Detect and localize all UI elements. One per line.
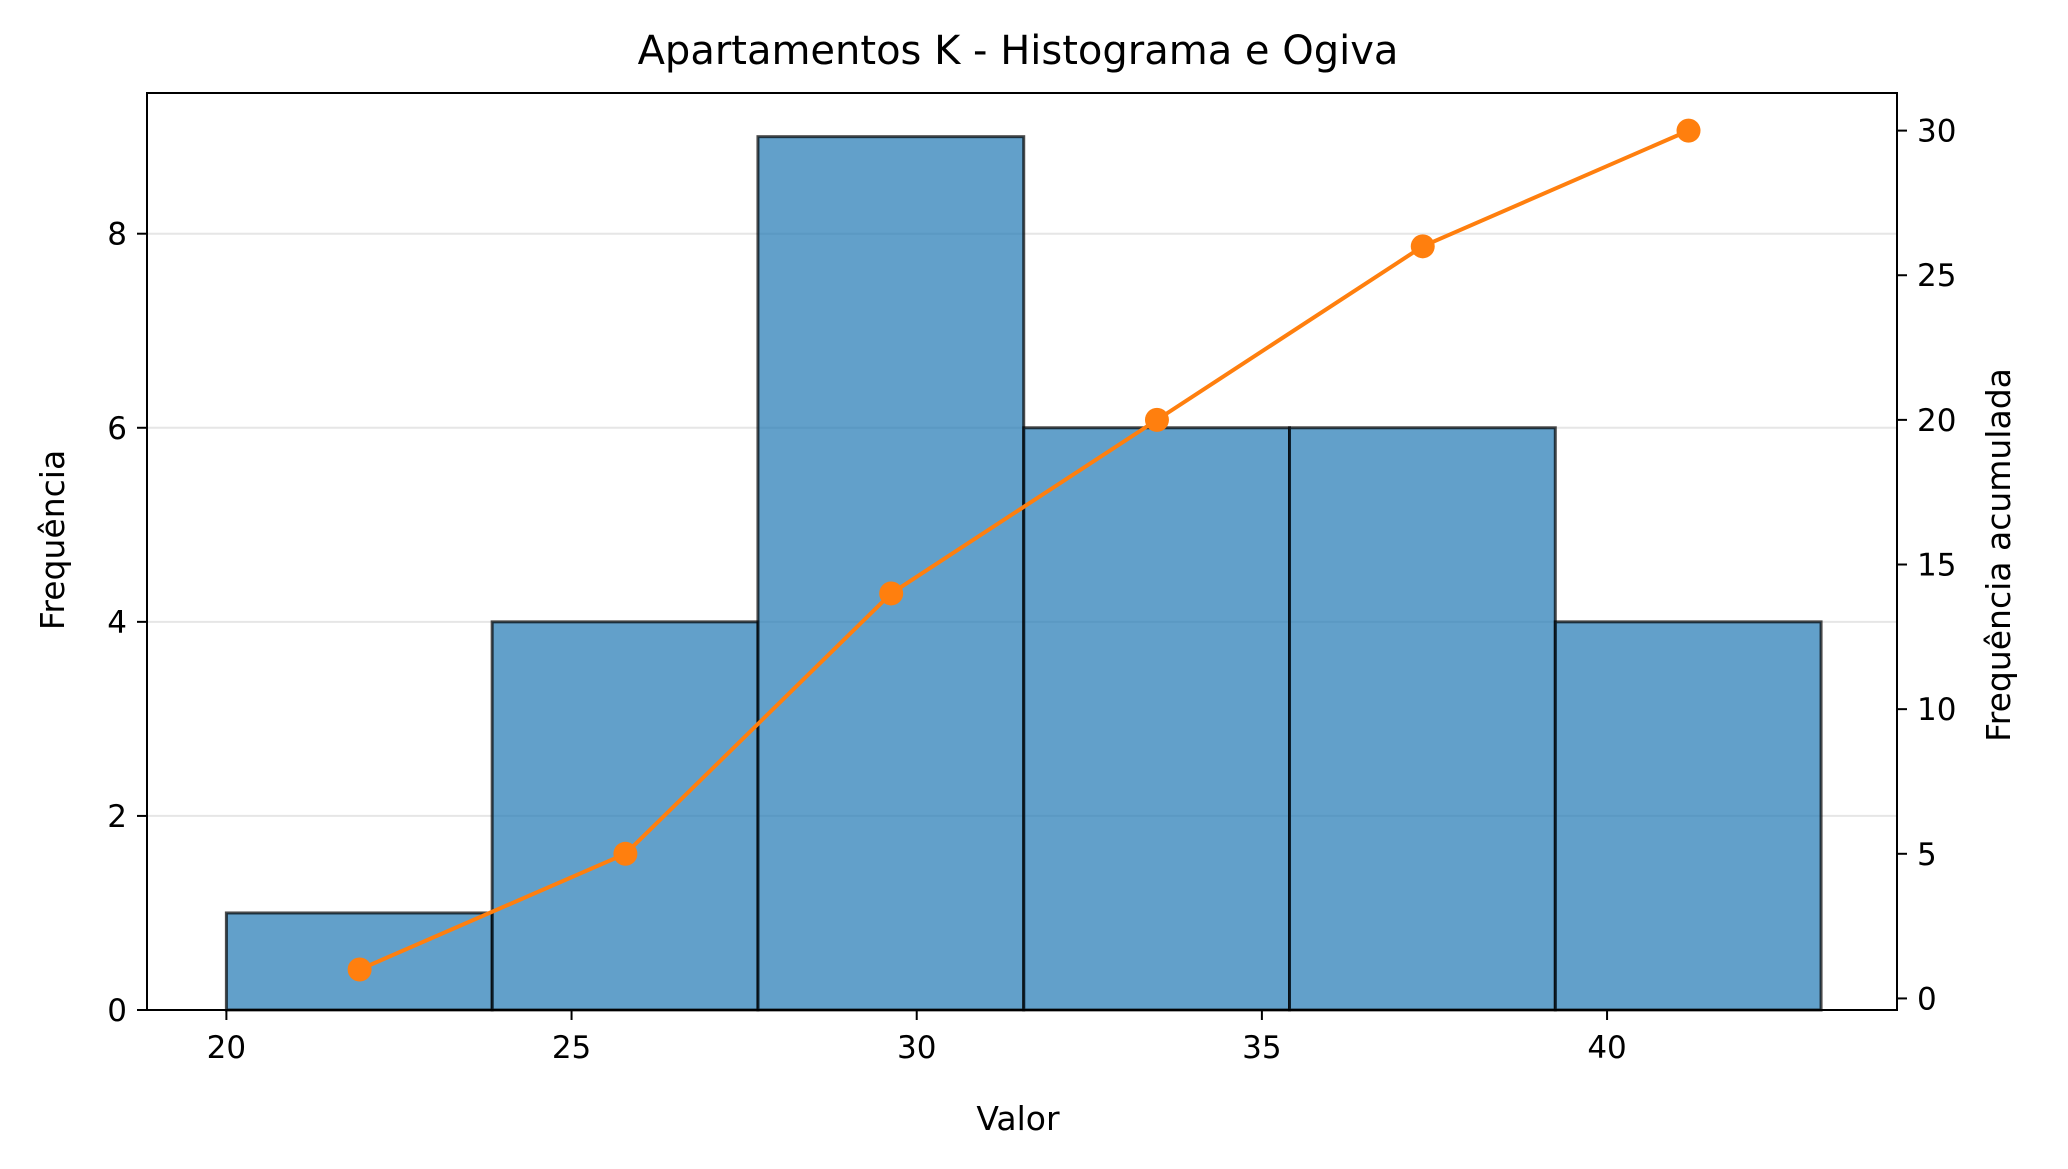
y-tick-label: 0 <box>107 993 127 1029</box>
x-tick-label: 25 <box>552 1030 591 1066</box>
histogram-bar <box>490 620 760 1012</box>
y2-tick-label: 5 <box>1917 837 1937 873</box>
y2-tick-label: 20 <box>1917 403 1956 439</box>
ogive-point <box>1410 234 1435 259</box>
histogram-bar <box>1288 426 1557 1012</box>
x-tick-label: 35 <box>1242 1030 1281 1066</box>
histogram-bar <box>1553 620 1823 1012</box>
ogive-point <box>347 957 372 982</box>
x-tick-label: 30 <box>897 1030 936 1066</box>
y-axis-title: Frequência <box>33 450 72 630</box>
x-axis-ticks: 20 25 30 35 40 <box>207 1010 1627 1066</box>
y2-tick-label: 25 <box>1917 258 1956 294</box>
plot-frame <box>146 92 1898 1011</box>
chart-title: Apartamentos K - Histograma e Ogiva <box>638 28 1399 74</box>
ogive-point <box>613 841 638 866</box>
y-axis-ticks: 0 2 4 6 8 <box>107 217 147 1029</box>
y2-tick-label: 30 <box>1917 114 1956 150</box>
histogram-bar <box>756 135 1026 1012</box>
x-axis-title: Valor <box>976 1099 1060 1138</box>
y-tick-label: 4 <box>107 605 127 641</box>
ogive-point <box>1676 118 1701 143</box>
y-tick-label: 6 <box>107 411 127 447</box>
y2-tick-label: 0 <box>1917 981 1937 1017</box>
y2-axis-ticks: 0 5 10 15 20 25 30 <box>1897 114 1956 1017</box>
y-tick-label: 2 <box>107 799 127 835</box>
x-tick-label: 20 <box>207 1030 246 1066</box>
x-tick-label: 40 <box>1587 1030 1626 1066</box>
ogive-point <box>1144 407 1169 432</box>
y2-tick-label: 10 <box>1917 692 1956 728</box>
histogram-bars <box>224 135 1823 1012</box>
ogive-line <box>358 128 1690 972</box>
ogive-series <box>347 118 1701 982</box>
histogram-bar <box>1022 426 1292 1012</box>
y2-tick-label: 15 <box>1917 548 1956 584</box>
y2-axis-title: Frequência acumulada <box>1979 368 2018 742</box>
ogive-point <box>879 581 904 606</box>
y-tick-label: 8 <box>107 217 127 253</box>
